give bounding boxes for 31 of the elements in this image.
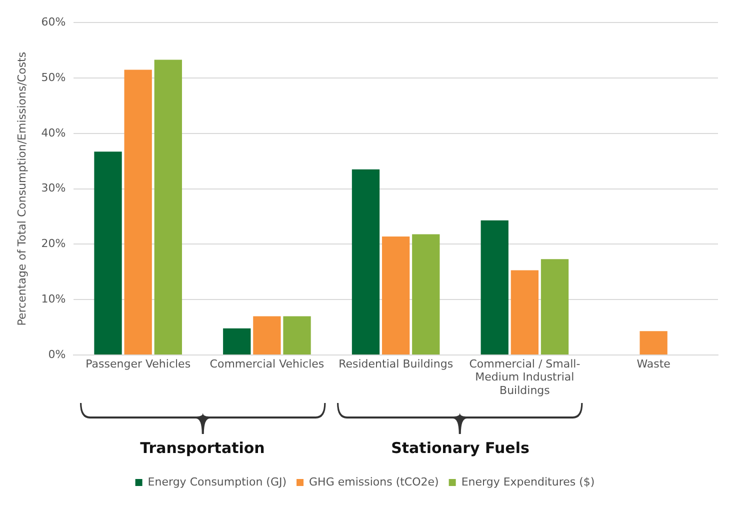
bar xyxy=(124,70,152,354)
y-tick-label: 10% xyxy=(41,292,66,306)
x-tick-label: Commercial Vehicles xyxy=(210,357,324,370)
text: Stationary Fuels xyxy=(390,439,530,457)
bar xyxy=(283,316,311,354)
x-tick-label: Waste xyxy=(636,357,671,370)
legend-label: Energy Expenditures ($) xyxy=(461,475,595,488)
bar xyxy=(154,60,182,354)
y-axis-title: Percentage of Total Consumption/Emissions/Costs xyxy=(15,52,28,326)
y-tick-label: 50% xyxy=(41,70,66,84)
bar xyxy=(382,236,410,354)
text: Transportation xyxy=(139,439,266,457)
y-tick-label: 30% xyxy=(41,182,66,195)
bar xyxy=(412,234,440,354)
x-tick-label: Residential Buildings xyxy=(338,357,454,370)
legend-label: Energy Consumption (GJ) xyxy=(148,475,287,488)
bar xyxy=(94,152,122,354)
y-tick-label: 40% xyxy=(41,126,66,140)
y-tick-label: 20% xyxy=(41,237,66,250)
bar xyxy=(480,220,508,354)
bar xyxy=(540,259,569,354)
bar xyxy=(510,270,539,354)
bar xyxy=(352,169,380,354)
legend-label: GHG emissions (tCO2e) xyxy=(309,475,439,488)
bar xyxy=(253,316,281,354)
x-tick-label: Commercial / Small-Medium Industrial Buildings xyxy=(469,357,580,397)
bar xyxy=(223,328,251,354)
y-tick-label: 0% xyxy=(48,348,66,361)
x-tick-label: Passenger Vehicles xyxy=(86,357,191,370)
bar xyxy=(640,331,668,354)
y-tick-label: 60% xyxy=(41,15,66,28)
